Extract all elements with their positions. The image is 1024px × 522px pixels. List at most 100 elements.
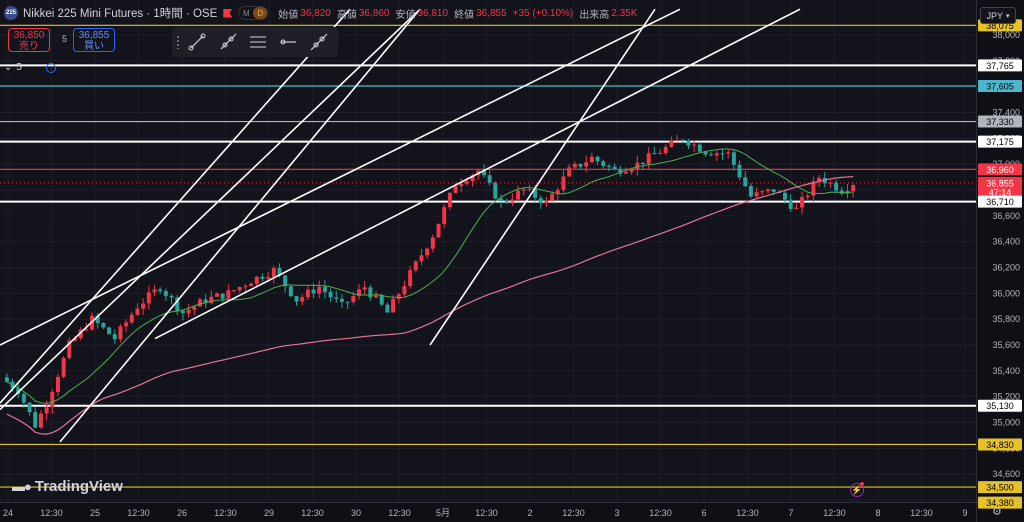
candle-body xyxy=(828,182,833,184)
mode-m[interactable]: M xyxy=(242,8,250,18)
price-label: 37,330 xyxy=(986,117,1014,127)
lightning-icon[interactable]: ⚡ xyxy=(850,483,864,497)
candle-body xyxy=(794,207,799,209)
change-value: +35 (+0.10%) xyxy=(512,7,574,19)
candle-body xyxy=(817,177,822,182)
high-label: 高値 xyxy=(336,9,357,21)
candle-body xyxy=(783,192,787,200)
candle-body xyxy=(442,207,447,224)
sell-button[interactable]: 36,850 売り xyxy=(8,28,50,52)
candle-body xyxy=(209,296,214,303)
price-label: 36,960 xyxy=(986,165,1014,175)
horizontal-ray-tool-icon[interactable] xyxy=(277,31,299,53)
candle-body xyxy=(447,192,452,208)
chart-pane[interactable] xyxy=(0,0,976,502)
candle-body xyxy=(135,308,140,315)
symbol-title[interactable]: Nikkei 225 Mini Futures · 1時間 · OSE xyxy=(23,8,218,20)
buy-button[interactable]: 36,855 買い xyxy=(73,28,115,52)
ray-tool-icon[interactable] xyxy=(217,31,239,53)
candle-body xyxy=(215,293,219,297)
price-label-bg xyxy=(978,80,1022,93)
indicators-collapse[interactable]: ⌄ 5 xyxy=(4,62,56,73)
indicator-settings-icon[interactable] xyxy=(45,62,56,73)
candle-body xyxy=(709,154,714,156)
watermark-brand: TradingView xyxy=(34,478,123,495)
price-label: 34,830 xyxy=(986,440,1014,450)
candle-body xyxy=(243,286,248,288)
time-tick-label: 6 xyxy=(701,508,706,518)
candle-body xyxy=(464,181,469,184)
price-label-bg xyxy=(978,438,1022,451)
parallel-channel-tool-icon[interactable] xyxy=(247,31,269,53)
candle-body xyxy=(533,189,538,198)
candle-body xyxy=(226,290,231,299)
candle-body xyxy=(21,394,26,403)
candle-body xyxy=(726,152,731,154)
candle-body xyxy=(192,306,197,310)
candle-body xyxy=(362,287,367,290)
candle-body xyxy=(141,303,146,309)
candle-body xyxy=(720,153,725,155)
time-tick-label: 24 xyxy=(3,508,13,518)
price-tick-label: 35,400 xyxy=(992,366,1020,376)
time-axis[interactable] xyxy=(0,502,976,522)
price-tick-label: 36,200 xyxy=(992,263,1020,273)
price-tick-label: 36,600 xyxy=(992,211,1020,221)
gear-icon[interactable]: ⚙ xyxy=(992,506,1002,518)
candle-body xyxy=(550,193,555,201)
candle-body xyxy=(561,176,566,191)
moving-average-long xyxy=(6,176,854,435)
candle-body xyxy=(555,190,560,194)
price-label: 37,605 xyxy=(986,82,1014,92)
candle-body xyxy=(84,329,89,331)
candle-body xyxy=(811,181,816,196)
time-tick-label: 12:30 xyxy=(823,508,846,518)
candle-body xyxy=(748,186,753,197)
candle-body xyxy=(55,376,60,393)
candle-body xyxy=(4,377,9,382)
candle-body xyxy=(300,297,305,302)
candle-body xyxy=(107,327,112,335)
currency-select[interactable]: JPY ▾ xyxy=(980,7,1016,24)
candle-body xyxy=(334,297,339,299)
symbol-header: 225 Nikkei 225 Mini Futures · 1時間 · OSE … xyxy=(4,5,643,21)
sell-label: 売り xyxy=(19,41,39,52)
candle-body xyxy=(396,294,401,299)
price-label-bg xyxy=(978,195,1022,208)
candle-body xyxy=(646,153,651,164)
time-tick-label: 9 xyxy=(962,508,967,518)
mode-d[interactable]: D xyxy=(253,7,268,19)
candle-body xyxy=(124,322,129,327)
candle-body xyxy=(578,163,583,167)
candle-body xyxy=(220,293,225,299)
candle-body xyxy=(680,139,685,141)
buy-price: 36,855 xyxy=(78,30,110,41)
candle-body xyxy=(186,309,191,314)
extended-line-tool-icon[interactable] xyxy=(308,31,330,53)
candle-body xyxy=(283,275,288,287)
candle-body xyxy=(368,287,373,298)
candle-body xyxy=(760,191,765,193)
price-label: 35,130 xyxy=(986,401,1014,411)
candle-body xyxy=(379,295,384,305)
market-mode-toggle[interactable]: M D xyxy=(238,6,269,20)
candle-body xyxy=(487,175,492,183)
candle-body xyxy=(322,286,327,293)
time-tick-label: 5月 xyxy=(436,508,450,518)
tradingview-logo-icon: ▬● xyxy=(12,479,32,494)
drag-handle-icon[interactable] xyxy=(176,35,180,49)
price-label-bg xyxy=(978,135,1022,148)
candle-body xyxy=(527,189,532,191)
trend-line-tool-icon[interactable] xyxy=(186,31,208,53)
candle-body xyxy=(692,144,697,146)
flag-icon[interactable] xyxy=(223,8,233,18)
drawing-toolbar[interactable] xyxy=(172,27,338,57)
price-label: 36,710 xyxy=(986,197,1014,207)
candle-body xyxy=(169,295,174,298)
collapse-icon[interactable]: ⌄ xyxy=(4,62,13,73)
candle-body xyxy=(629,169,634,172)
candle-body xyxy=(731,152,736,165)
candle-body xyxy=(430,237,435,249)
candle-body xyxy=(669,140,674,147)
